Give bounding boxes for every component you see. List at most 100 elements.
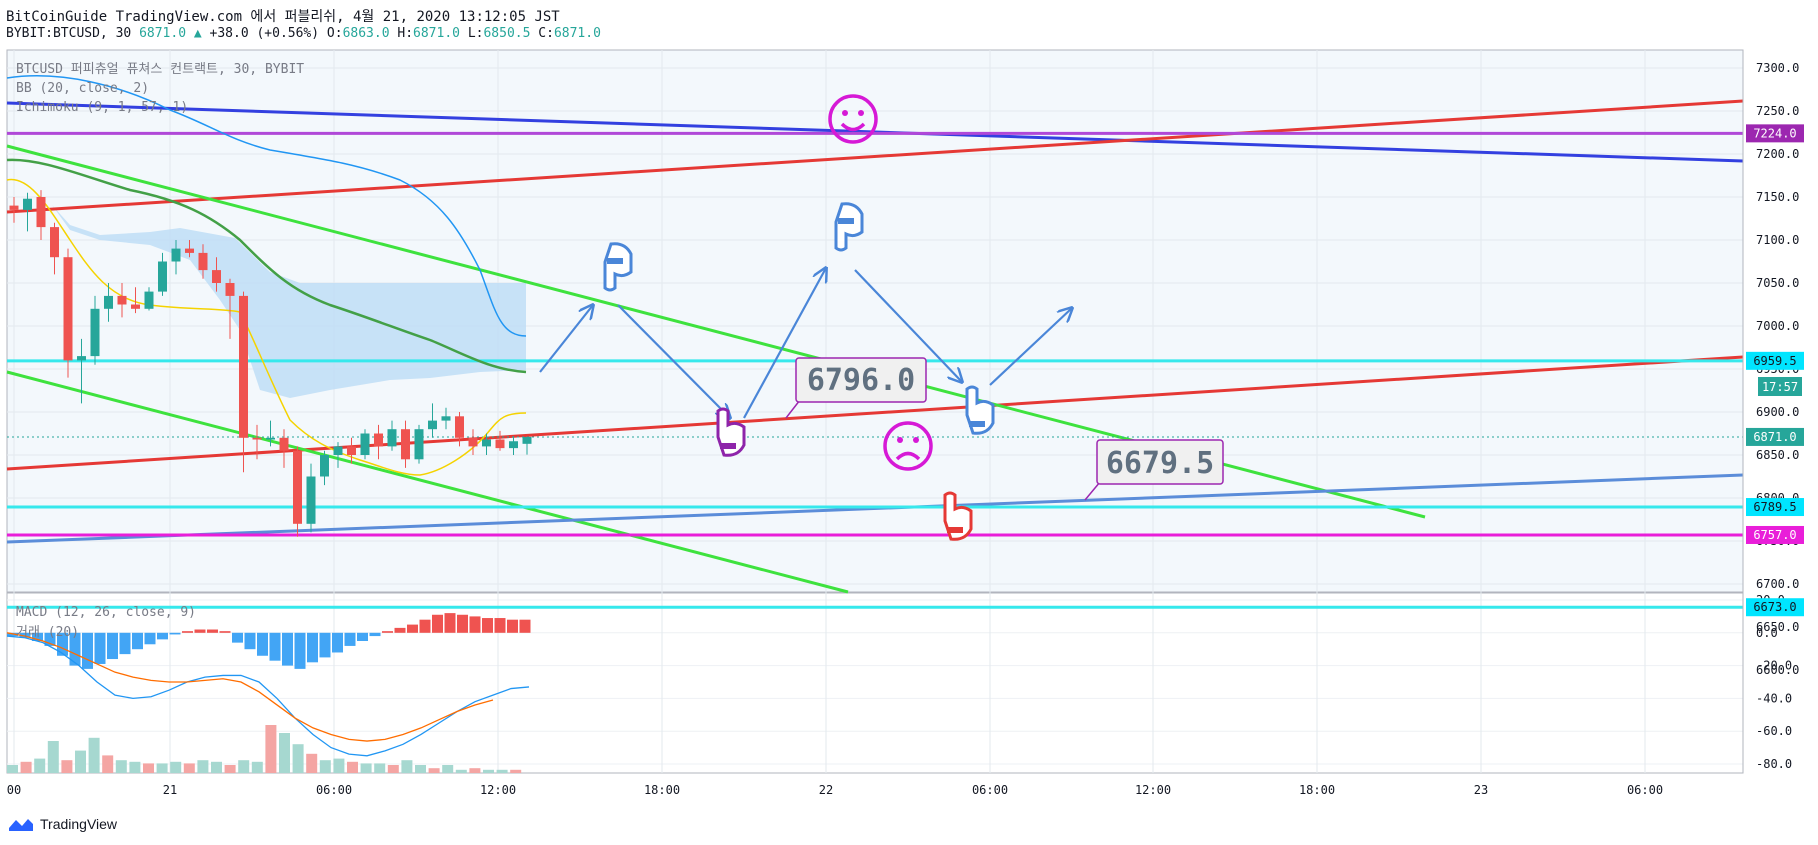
- open-value: 6863.0: [342, 26, 390, 41]
- candle-body: [374, 433, 383, 447]
- high-label: H:: [397, 26, 414, 41]
- macd-bar: [207, 629, 218, 633]
- volume-bar: [292, 744, 304, 773]
- time-tick-label: 06:00: [1627, 783, 1663, 797]
- price-tick-label: 6600.0: [1756, 663, 1799, 677]
- smiley-happy-icon-eye: [842, 110, 848, 116]
- ichimoku-cloud: [52, 205, 526, 398]
- smiley-sad-icon: [883, 421, 933, 471]
- smiley-sad-icon-face: [883, 421, 933, 471]
- last-price: 6871.0: [139, 26, 187, 41]
- volume-bar: [496, 769, 508, 773]
- time-tick-label: 18:00: [1299, 783, 1335, 797]
- label-box-6796[interactable]: 6796.0: [795, 357, 927, 403]
- candle-body: [185, 248, 194, 253]
- price-tick-label: 7300.0: [1756, 61, 1799, 75]
- candle-body: [401, 429, 410, 460]
- candle-body: [239, 295, 248, 438]
- price-label-text: 6789.5: [1753, 500, 1796, 514]
- macd-tick-label: -80.0: [1756, 757, 1792, 771]
- drawings: [6, 75, 1744, 609]
- time-tick-label: 00: [7, 783, 21, 797]
- volume-bar: [333, 758, 345, 773]
- macd-bar: [132, 632, 143, 650]
- macd-legend[interactable]: MACD (12, 26, close, 9): [16, 605, 196, 620]
- countdown-badge: 17:57: [1758, 377, 1802, 396]
- candle-body: [63, 257, 73, 361]
- candle-body: [9, 205, 19, 210]
- price-label-badge: 7224.0: [1746, 124, 1804, 143]
- time-tick-label: 12:00: [1135, 783, 1171, 797]
- label-box-6679[interactable]: 6679.5: [1096, 439, 1224, 485]
- macd-bar: [382, 631, 393, 633]
- symbol-name[interactable]: BYBIT:BTCUSD, 30: [6, 26, 132, 41]
- ichimoku-legend[interactable]: Ichimoku (9, 1, 57, 1): [16, 100, 188, 115]
- brand[interactable]: TradingView: [8, 816, 117, 832]
- price-tick-label: 7100.0: [1756, 233, 1799, 247]
- price-tick-label: 7000.0: [1756, 319, 1799, 333]
- volume-bar: [265, 725, 277, 773]
- bb-upper: [6, 75, 527, 337]
- candle-body: [387, 429, 397, 447]
- candle-body: [414, 429, 424, 460]
- macd-bar: [494, 618, 506, 633]
- macd-pane[interactable]: [6, 592, 1744, 774]
- price-label-badge: 6871.0: [1746, 427, 1804, 446]
- candle-body: [522, 436, 532, 444]
- price-label-bg: [1746, 427, 1804, 446]
- volume-bar: [306, 753, 318, 773]
- volume-bar: [211, 761, 222, 773]
- candle-body: [495, 439, 505, 449]
- macd-bar: [269, 632, 281, 661]
- bb-legend[interactable]: BB (20, close, 2): [16, 81, 149, 96]
- macd-bar: [182, 631, 193, 633]
- symbol-header: BYBIT:BTCUSD, 30 6871.0 ▲ +38.0 (+0.56%)…: [6, 26, 601, 41]
- chart-title: BTCUSD 퍼피츄얼 퓨쳐스 컨트랙트, 30, BYBIT: [16, 62, 304, 77]
- macd-bar: [57, 632, 68, 656]
- volume-bar: [469, 768, 481, 773]
- hand-pointer-down-icon: [834, 202, 864, 252]
- candle-body: [306, 476, 316, 524]
- candle-body: [428, 420, 437, 430]
- hand-pointer-up-icon-cuff: [969, 421, 985, 427]
- volume-bar: [61, 760, 73, 773]
- candle-body: [455, 416, 464, 438]
- volume-bar: [360, 763, 372, 773]
- price-label-text: 7224.0: [1753, 126, 1796, 140]
- low-label: L:: [467, 26, 484, 41]
- volume-bar: [374, 763, 386, 773]
- volume-bar: [428, 768, 440, 773]
- price-tick-label: 7200.0: [1756, 147, 1799, 161]
- macd-bar: [519, 619, 531, 633]
- price-tick-label: 7150.0: [1756, 190, 1799, 204]
- macd-bar: [94, 632, 106, 664]
- macd-bar: [344, 632, 356, 646]
- macd-bar: [457, 614, 468, 633]
- candle-body: [77, 356, 86, 361]
- countdown-text: 17:57: [1762, 380, 1798, 394]
- forecast-arrow: [617, 304, 730, 418]
- price-label-badge: 6673.0: [1746, 598, 1804, 617]
- macd-bar: [194, 629, 206, 633]
- candles: [9, 190, 532, 537]
- price-label-badge: 6959.5: [1746, 351, 1804, 370]
- volume-bar: [115, 760, 127, 773]
- price-tick-label: 6650.0: [1756, 620, 1799, 634]
- brand-name: TradingView: [40, 816, 118, 832]
- candle-body: [347, 446, 356, 455]
- volume-bar: [197, 760, 209, 773]
- macd-bar: [444, 613, 456, 633]
- candle-body: [198, 252, 208, 271]
- candle-body: [482, 439, 491, 447]
- candle-body: [117, 295, 127, 305]
- tradingview-logo-icon: [9, 819, 33, 831]
- volume-legend[interactable]: 거래 (20): [16, 625, 79, 640]
- macd-bar: [332, 632, 343, 653]
- candle-body: [252, 437, 262, 440]
- volume-bar: [442, 765, 454, 773]
- price-tick-label: 7050.0: [1756, 276, 1799, 290]
- macd-bar: [407, 624, 418, 633]
- price-tick-label: 6900.0: [1756, 405, 1799, 419]
- candle-body: [441, 416, 451, 421]
